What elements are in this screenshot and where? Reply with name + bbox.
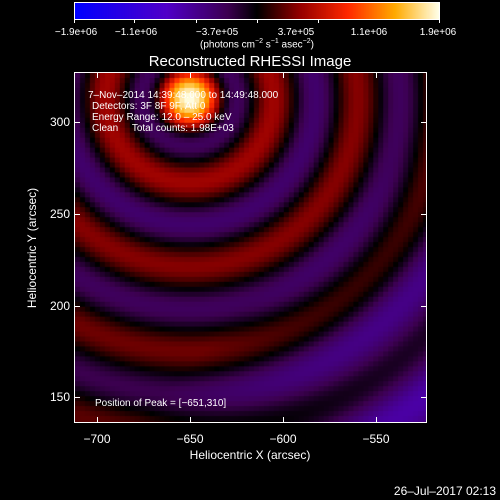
colorbar-tick-mark [196,19,197,23]
colorbar-tick-label: −1.1e+06 [114,27,158,38]
info-counts: Clean Total counts: 1.98E+03 [92,123,234,134]
x-tick [190,72,191,78]
info-detectors: Detectors: 3F 8F 9F, Att 0 [92,101,206,112]
y-tick-label: 250 [49,207,70,221]
y-tick [421,397,427,398]
colorbar-tick-mark [439,19,440,23]
x-tick-label: −550 [362,432,390,446]
rhessi-image [75,73,426,422]
y-tick-label: 150 [49,390,70,404]
y-tick [74,122,80,123]
x-tick [283,72,284,78]
colorbar-tick-label: 1.9e+06 [419,27,457,38]
x-tick [283,417,284,423]
colorbar-gradient [75,3,439,19]
x-tick [190,417,191,423]
colorbar-tick-label: 1.1e+06 [350,27,388,38]
info-time-range: 7–Nov–2014 14:39:48.000 to 14:49:48.000 [88,90,279,101]
y-tick [74,214,80,215]
x-tick [97,417,98,423]
y-tick [74,397,80,398]
x-tick [376,417,377,423]
colorbar-units: (photons cm−2 s−1 asec−2) [199,38,315,51]
y-tick [421,214,427,215]
colorbar-tick-mark [74,19,75,23]
colorbar-tick-label: −1.9e+06 [54,27,98,38]
y-tick [74,306,80,307]
colorbar [74,2,440,20]
x-tick-label: −600 [269,432,297,446]
colorbar-tick-mark [134,19,135,23]
x-tick [376,72,377,78]
x-axis-label: Heliocentric X (arcsec) [189,448,311,462]
x-tick-label: −650 [176,432,204,446]
x-tick-label: −700 [83,432,111,446]
plot-area: 7–Nov–2014 14:39:48.000 to 14:49:48.000 … [74,72,427,423]
x-tick [97,72,98,78]
colorbar-tick-label: 3.7e+05 [277,27,315,38]
colorbar-tick-mark [257,19,258,23]
y-tick-label: 300 [49,115,70,129]
plot-title: Reconstructed RHESSI Image [148,53,352,70]
info-peak-position: Position of Peak = [−651,310] [95,398,227,409]
timestamp-footer: 26–Jul–2017 02:13 [393,484,496,498]
info-energy-range: Energy Range: 12.0 – 25.0 keV [92,112,232,123]
y-axis-label: Heliocentric Y (arcsec) [25,187,39,309]
colorbar-tick-mark [318,19,319,23]
y-tick [421,122,427,123]
colorbar-tick-label: −3.7e+05 [195,27,239,38]
y-tick-label: 200 [49,299,70,313]
y-tick [421,306,427,307]
